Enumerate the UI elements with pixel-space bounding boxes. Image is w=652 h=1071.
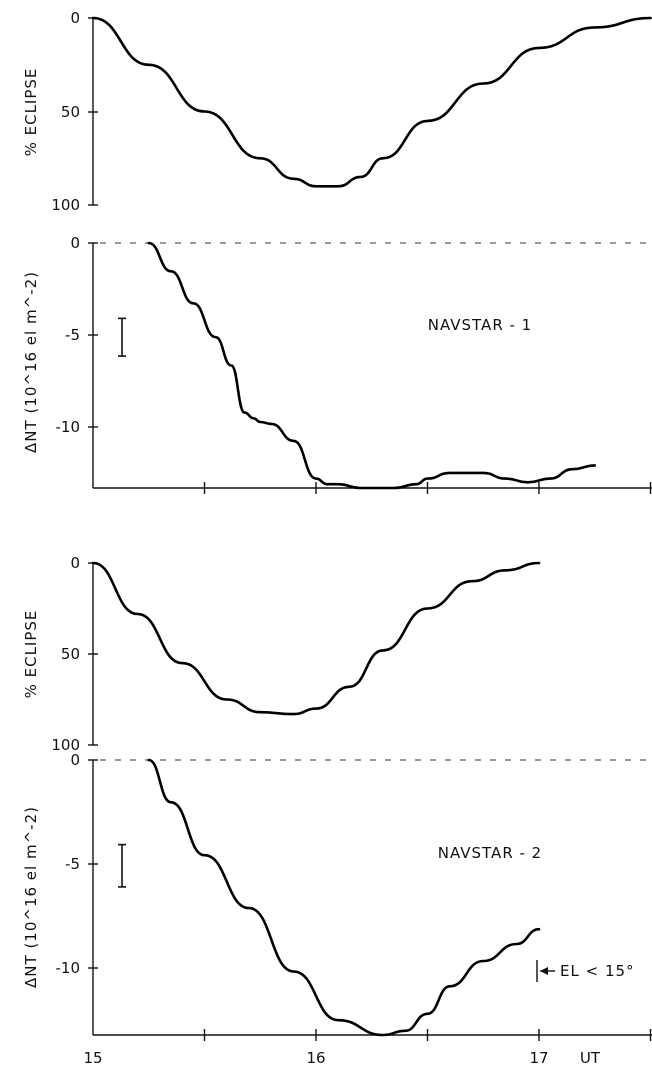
panel-4-annotation: NAVSTAR - 2	[438, 844, 542, 862]
x-axis-unit: UT	[580, 1049, 601, 1067]
panel-1-axes: 0 50 100 % ECLIPSE	[22, 9, 98, 214]
panel-3-ytick-0: 0	[70, 554, 80, 572]
el-limit-arrowhead	[540, 967, 548, 975]
panel-4-side-annotation: EL < 15°	[560, 962, 635, 980]
x-tick-15: 15	[83, 1049, 102, 1067]
curves	[91, 16, 652, 1037]
panel-2-ylabel: ΔNT (10^16 el m^-2)	[22, 271, 40, 453]
panel-4-series-line	[147, 758, 541, 1037]
x-tick-16: 16	[306, 1049, 325, 1067]
panel-4-ytick-minus5: -5	[65, 855, 80, 873]
panel-3-axes: 0 50 100 % ECLIPSE	[22, 554, 98, 754]
panel-3-ytick-100: 100	[51, 736, 80, 754]
panel-2-axes: 0 -5 -10 ΔNT (10^16 el m^-2) NAVSTAR - 1	[22, 234, 652, 489]
x-axis-labels: 15 16 17 UT	[83, 1049, 600, 1067]
panel-1-ylabel: % ECLIPSE	[22, 68, 40, 157]
panel-4-ylabel: ΔNT (10^16 el m^-2)	[22, 806, 40, 988]
panel-4-axes: 0 -5 -10 ΔNT (10^16 el m^-2) NAVSTAR - 2…	[22, 751, 652, 1036]
panel-2-ytick-minus10: -10	[56, 418, 81, 436]
panel-4-ytick-0: 0	[70, 751, 80, 769]
panel-1-ytick-0: 0	[70, 9, 80, 27]
panel-3-ylabel: % ECLIPSE	[22, 610, 40, 699]
panel-2-annotation: NAVSTAR - 1	[428, 316, 532, 334]
panel-1-ytick-100: 100	[51, 196, 80, 214]
x-tick-17: 17	[529, 1049, 548, 1067]
panel-2-series-line	[147, 241, 597, 490]
panel-3-series-line	[91, 561, 541, 716]
panel-1-series-line	[91, 16, 652, 188]
panel-3-ytick-50: 50	[61, 645, 80, 663]
panel-2-ytick-minus5: -5	[65, 326, 80, 344]
panel-1-ytick-50: 50	[61, 103, 80, 121]
x-ticks	[203, 482, 652, 1041]
panel-4-ytick-minus10: -10	[56, 959, 81, 977]
panel-2-ytick-0: 0	[70, 234, 80, 252]
